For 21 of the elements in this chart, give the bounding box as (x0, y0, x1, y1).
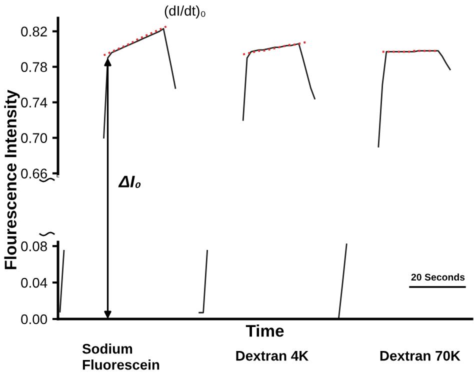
annotation: ΔI₀ (118, 176, 141, 188)
text: Dextran 4K (236, 351, 309, 361)
text: Sodium Fluorescein (82, 344, 160, 370)
line-series (242, 43, 316, 121)
line-series (378, 50, 451, 148)
y-tick-label: 0.00 (21, 314, 48, 324)
y-tick-label: 0.70 (21, 133, 48, 143)
y-tick-label: 0.66 (21, 168, 47, 179)
y-tick-label: 0.74 (21, 98, 48, 108)
line-series (102, 25, 168, 56)
x-axis-title: Time (246, 324, 284, 337)
annotation: 20 Seconds (411, 273, 465, 281)
line-series (242, 40, 308, 56)
annotation: (dI/dt)₀ (164, 6, 206, 18)
y-tick-label: 0.04 (21, 278, 48, 288)
y-tick-label: 0.08 (21, 241, 47, 252)
y-axis-title: Flourescence Intensity (4, 90, 20, 270)
line-series (103, 28, 176, 139)
y-tick-label: 0.82 (21, 26, 47, 36)
text: Dextran 70K (380, 350, 460, 361)
y-tick-label: 0.78 (21, 62, 47, 72)
